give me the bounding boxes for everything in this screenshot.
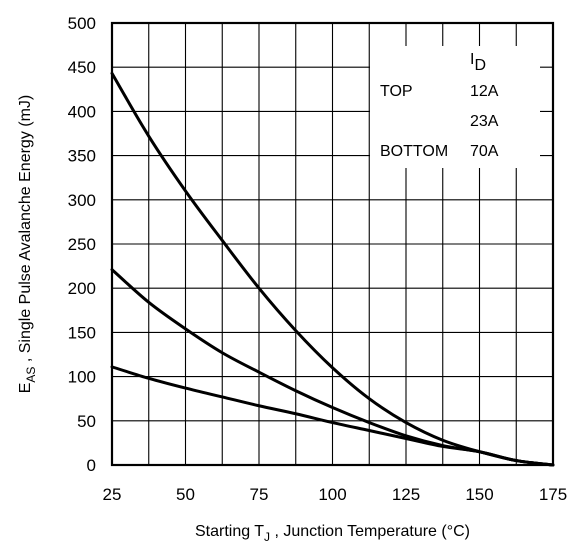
y-tick-label: 150 [68, 323, 96, 342]
y-tick-label: 50 [77, 412, 96, 431]
legend-row-current: 70A [470, 143, 499, 160]
y-tick-label: 350 [68, 147, 96, 166]
y-tick-label: 0 [87, 456, 96, 475]
x-tick-labels: 25 50 75 100 125 150 175 [103, 485, 568, 504]
x-tick-label: 50 [176, 485, 195, 504]
y-axis-label-main: E [17, 383, 34, 394]
series-line-70a [110, 365, 555, 467]
legend-header: ID [470, 51, 486, 74]
series-lines [110, 71, 555, 467]
x-tick-label: 75 [250, 485, 269, 504]
y-tick-label: 300 [68, 191, 96, 210]
y-tick-label: 100 [68, 368, 96, 387]
legend-header-sub: D [474, 57, 486, 74]
x-tick-label: 125 [392, 485, 420, 504]
x-tick-label: 100 [318, 485, 346, 504]
y-tick-label: 400 [68, 102, 96, 121]
x-axis-label-sub: J [264, 530, 270, 544]
legend-row-current: 12A [470, 83, 499, 100]
y-tick-label: 500 [68, 14, 96, 33]
x-tick-label: 175 [539, 485, 567, 504]
legend-row-position: TOP [380, 83, 413, 100]
legend-row-current: 23A [470, 113, 499, 130]
x-axis-label: Starting TJ , Junction Temperature (°C) [195, 523, 470, 544]
x-tick-label: 150 [465, 485, 493, 504]
y-tick-label: 200 [68, 279, 96, 298]
y-tick-labels: 0 50 100 150 200 250 300 350 400 450 500 [68, 14, 96, 475]
x-axis-label-main: Starting T [195, 523, 264, 540]
y-tick-label: 250 [68, 235, 96, 254]
y-axis-label-sub: AS [24, 367, 38, 383]
plot-frame [110, 21, 555, 467]
y-axis-label-rest: , Single Pulse Avalanche Energy (mJ) [17, 95, 34, 367]
legend-box [370, 46, 540, 168]
x-axis-label-rest: , Junction Temperature (°C) [270, 523, 470, 540]
legend: ID TOP 12A 23A BOTTOM 70A [370, 46, 540, 168]
legend-row-position: BOTTOM [380, 143, 448, 160]
y-axis-label: EAS , Single Pulse Avalanche Energy (mJ) [17, 95, 38, 394]
y-tick-label: 450 [68, 58, 96, 77]
legend-header-main: I [470, 51, 474, 68]
x-tick-label: 25 [103, 485, 122, 504]
